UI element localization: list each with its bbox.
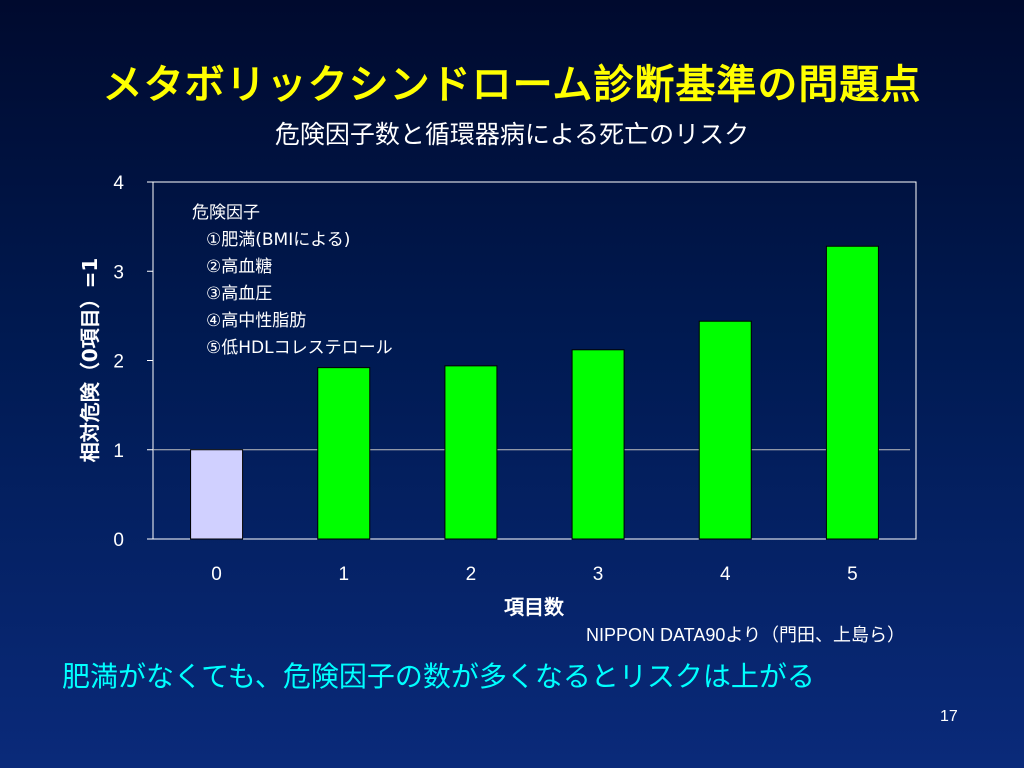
y-axis-title: 相対危険（0項目）=1 (78, 258, 102, 463)
slide-subtitle: 危険因子数と循環器病による死亡のリスク (274, 120, 750, 149)
x-tick-label: 3 (593, 564, 604, 585)
legend-item-obesity: ①肥満(BMIによる) (206, 230, 351, 250)
legend-item-triglyceride: ④高中性脂肪 (206, 311, 307, 331)
bar-3 (571, 349, 625, 540)
page-number: 17 (940, 708, 958, 725)
y-tick-label: 4 (113, 173, 124, 194)
x-tick-label: 4 (720, 564, 731, 585)
bar-4 (698, 320, 752, 540)
x-axis-title: 項目数 (504, 595, 565, 619)
y-tick-label: 0 (113, 530, 124, 551)
legend-item-hypertension: ③高血圧 (206, 284, 273, 304)
x-tick-label: 0 (211, 564, 222, 585)
legend-item-hyperglycemia: ②高血糖 (206, 257, 273, 277)
x-tick-label: 1 (338, 564, 349, 585)
x-tick-label: 2 (466, 564, 477, 585)
y-tick-label: 3 (113, 262, 124, 283)
bar-1 (317, 367, 371, 540)
risk-factor-legend: 危険因子 ①肥満(BMIによる) ②高血糖 ③高血圧 ④高中性脂肪 ⑤低HDLコ… (192, 200, 393, 362)
y-tick-label: 1 (113, 441, 124, 462)
bar-5 (825, 245, 879, 540)
legend-item-low-hdl: ⑤低HDLコレステロール (206, 338, 393, 358)
conclusion-text: 肥満がなくても、危険因子の数が多くなるとリスクは上がる (62, 660, 815, 693)
source-citation: NIPPON DATA90より（門田、上島ら） (586, 625, 906, 645)
x-tick-label: 5 (847, 564, 858, 585)
slide-title: メタボリックシンドローム診断基準の問題点 (102, 62, 922, 108)
legend-heading: 危険因子 (192, 203, 260, 223)
bar-2 (444, 365, 498, 540)
bar-0 (190, 449, 244, 540)
y-tick-label: 2 (113, 352, 124, 373)
